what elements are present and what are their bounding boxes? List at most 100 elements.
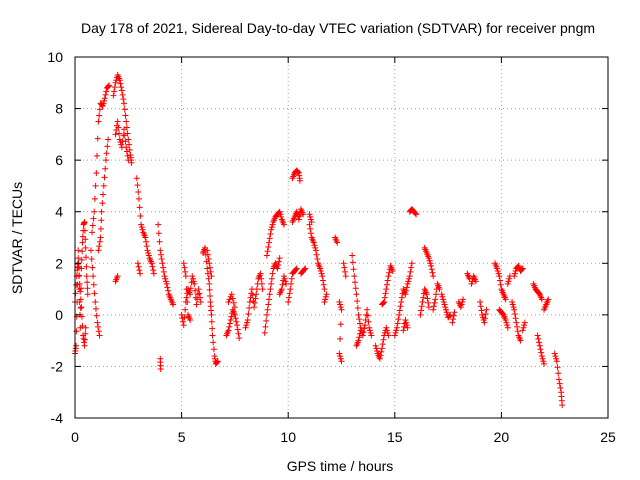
data-point [75,247,82,254]
data-point [95,323,102,330]
x-tick-label: 15 [387,429,403,445]
data-point [450,316,457,323]
data-point [104,143,111,150]
data-point [78,256,85,263]
data-point [306,211,313,218]
data-point [95,328,102,335]
data-point [395,316,402,323]
data-point [111,84,118,91]
data-point [170,301,177,308]
data-point [208,311,215,318]
data-point [307,230,314,237]
x-tick-label: 0 [71,429,79,445]
data-point [336,298,343,305]
data-point [404,324,411,331]
data-point [123,144,130,151]
data-point [82,324,89,331]
data-point [286,290,293,297]
data-point [363,311,370,318]
data-point [323,291,330,298]
data-point [178,311,185,318]
data-point [138,224,145,231]
data-point [402,291,409,298]
data-point [183,294,190,301]
data-point [189,273,196,280]
data-point [195,286,202,293]
data-point [432,296,439,303]
data-point [137,270,144,277]
data-point [385,273,392,280]
data-point [520,324,527,331]
data-point [285,298,292,305]
chart-title: Day 178 of 2021, Sidereal Day-to-day VTE… [81,20,595,36]
data-point [91,290,98,297]
data-point [472,278,479,285]
data-point [407,268,414,275]
data-point [293,265,300,272]
data-point [342,273,349,280]
data-point [155,230,162,237]
data-point [263,311,270,318]
data-point [161,273,168,280]
data-point [545,296,552,303]
data-point [408,264,415,271]
data-point [90,273,97,280]
data-point [82,244,89,251]
data-point [334,239,341,246]
data-point [252,295,259,302]
data-point [120,96,127,103]
data-point [231,304,238,311]
x-axis-label: GPS time / hours [287,458,394,474]
data-point [214,358,221,365]
data-point [341,264,348,271]
data-point [76,280,83,287]
data-point [105,83,112,90]
data-point [94,135,101,142]
data-point [320,281,327,288]
data-point [450,312,457,319]
data-point [98,208,105,215]
data-point [312,244,319,251]
data-point [429,269,436,276]
data-point [225,298,232,305]
data-point [246,304,253,311]
data-point [268,280,275,287]
data-point [182,273,189,280]
data-point [135,263,142,270]
data-point [253,286,260,293]
data-point [494,268,501,275]
data-point [103,88,110,95]
data-point [90,215,97,222]
data-point [398,294,405,301]
data-point [204,251,211,258]
data-point [266,296,273,303]
data-point [189,275,196,282]
data-point [365,318,372,325]
data-point [278,213,285,220]
data-point [538,296,545,303]
data-point [137,213,144,220]
data-point [191,280,198,287]
data-point [187,285,194,292]
data-point [263,317,270,324]
data-point [295,213,302,220]
data-point [267,231,274,238]
data-point [94,319,101,326]
data-point [433,291,440,298]
data-point [302,265,309,272]
data-point [145,252,152,259]
data-point [116,77,123,84]
data-point [148,260,155,267]
data-point [282,278,289,285]
data-point [275,262,282,269]
data-point [379,345,386,352]
data-point [389,268,396,275]
data-point [385,332,392,339]
data-point [78,304,85,311]
data-point [155,221,162,228]
data-point [187,291,194,298]
data-points [72,72,566,409]
data-point [499,310,506,317]
data-point [403,287,410,294]
data-point [374,347,381,354]
